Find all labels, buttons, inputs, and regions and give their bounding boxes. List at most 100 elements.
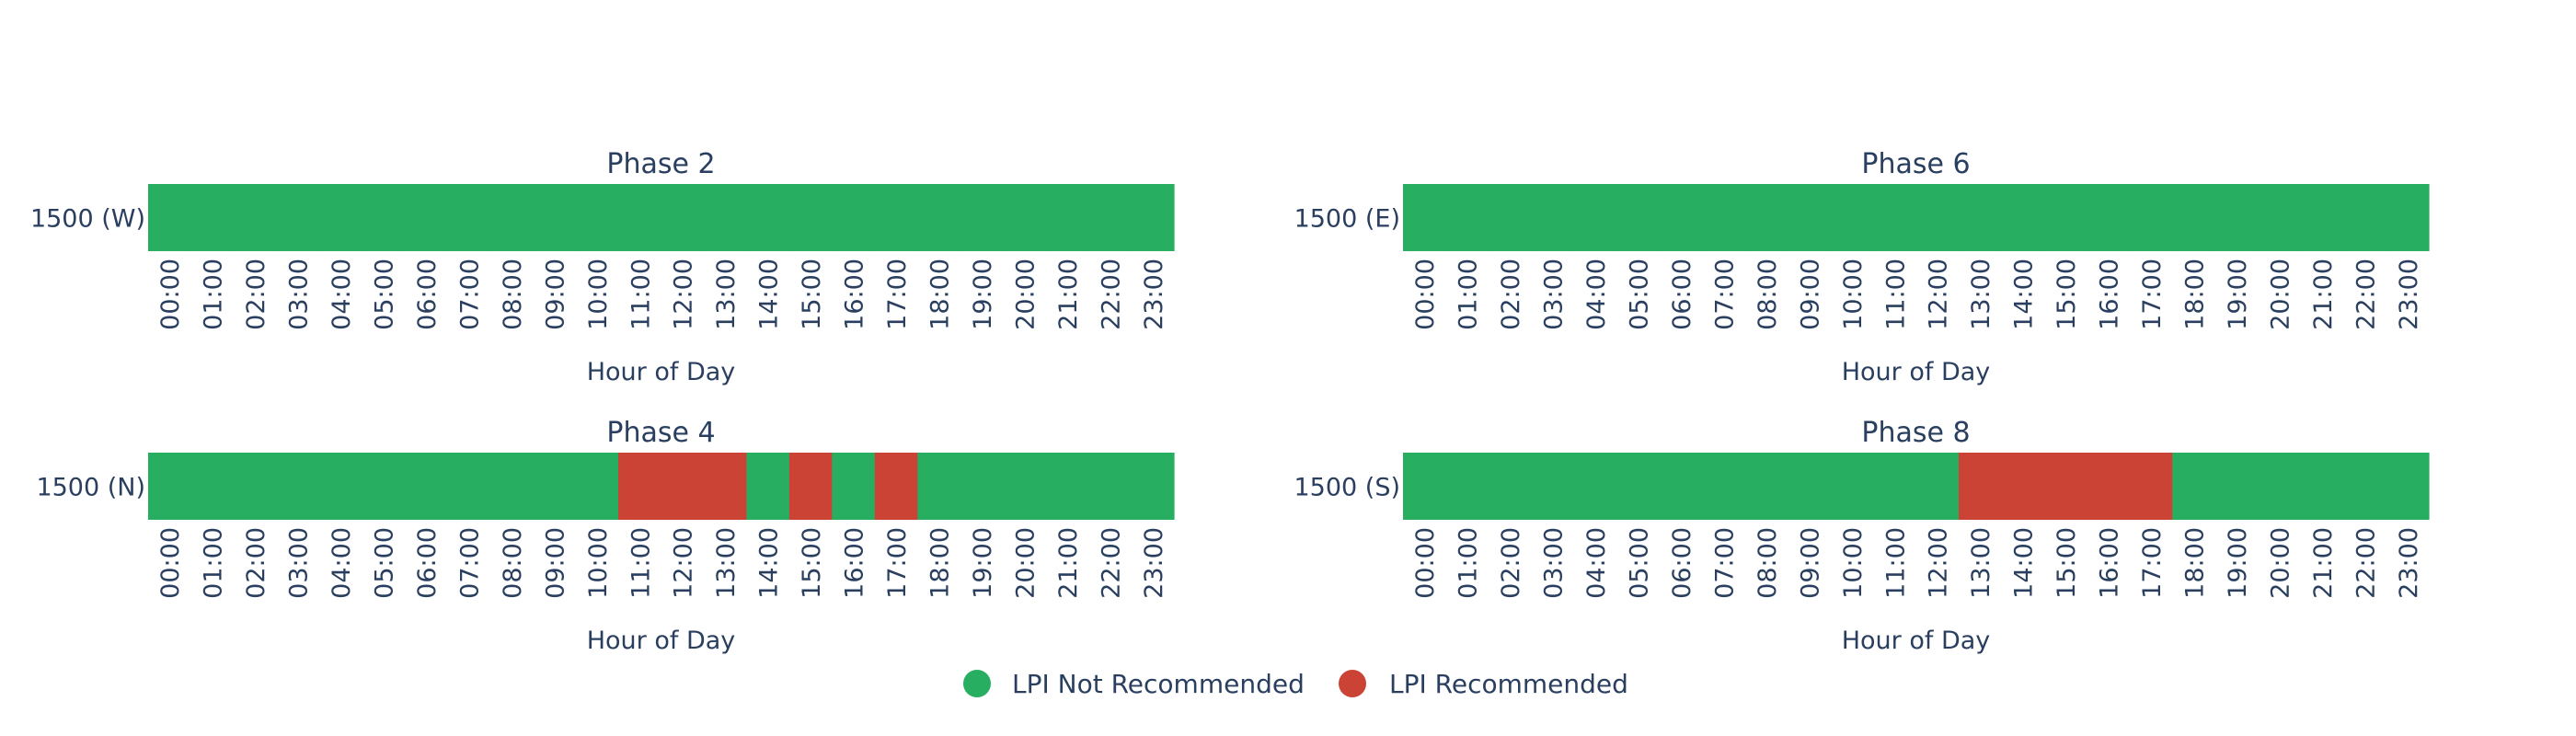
heatmap-cell-phase-6-1900[interactable] xyxy=(2214,184,2259,251)
heatmap-cell-phase-4-0700[interactable] xyxy=(447,453,491,520)
heatmap-cell-phase-8-1400[interactable] xyxy=(2001,453,2045,520)
heatmap-cell-phase-4-2000[interactable] xyxy=(1003,453,1047,520)
heatmap-cell-phase-6-0700[interactable] xyxy=(1702,184,1746,251)
heatmap-cell-phase-2-0300[interactable] xyxy=(276,184,320,251)
heatmap-cell-phase-6-2300[interactable] xyxy=(2386,184,2430,251)
heatmap-cell-phase-4-0800[interactable] xyxy=(489,453,534,520)
heatmap-cell-phase-6-0300[interactable] xyxy=(1531,184,1575,251)
heatmap-cell-phase-6-0500[interactable] xyxy=(1616,184,1661,251)
heatmap-cell-phase-2-1200[interactable] xyxy=(661,184,705,251)
heatmap-cell-phase-2-2300[interactable] xyxy=(1131,184,1175,251)
heatmap-cell-phase-2-1900[interactable] xyxy=(960,184,1004,251)
heatmap-cell-phase-6-0000[interactable] xyxy=(1403,184,1447,251)
heatmap-cell-phase-2-1600[interactable] xyxy=(832,184,876,251)
heatmap-cell-phase-8-1200[interactable] xyxy=(1915,453,1960,520)
heatmap-cell-phase-6-1800[interactable] xyxy=(2172,184,2216,251)
heatmap-cell-phase-4-2100[interactable] xyxy=(1045,453,1089,520)
heatmap-cell-phase-6-0200[interactable] xyxy=(1488,184,1532,251)
heatmap-cell-phase-6-1100[interactable] xyxy=(1873,184,1917,251)
heatmap-cell-phase-6-1700[interactable] xyxy=(2129,184,2173,251)
heatmap-cell-phase-4-1800[interactable] xyxy=(917,453,961,520)
heatmap-cell-phase-8-2200[interactable] xyxy=(2343,453,2387,520)
heatmap-cell-phase-8-0800[interactable] xyxy=(1744,453,1788,520)
heatmap-cell-phase-2-1700[interactable] xyxy=(874,184,918,251)
heatmap-cell-phase-4-2200[interactable] xyxy=(1088,453,1133,520)
heatmap-cell-phase-8-1100[interactable] xyxy=(1873,453,1917,520)
heatmap-cell-phase-2-0000[interactable] xyxy=(148,184,192,251)
heatmap-cell-phase-8-1600[interactable] xyxy=(2087,453,2131,520)
heatmap-cell-phase-2-1100[interactable] xyxy=(618,184,662,251)
heatmap-cell-phase-2-2200[interactable] xyxy=(1088,184,1133,251)
heatmap-cell-phase-4-1600[interactable] xyxy=(832,453,876,520)
heatmap-cell-phase-8-0000[interactable] xyxy=(1403,453,1447,520)
heatmap-cell-phase-6-1000[interactable] xyxy=(1830,184,1874,251)
heatmap-cell-phase-4-1400[interactable] xyxy=(746,453,790,520)
legend-swatch-not-recommended[interactable] xyxy=(963,670,991,697)
heatmap-cell-phase-8-1500[interactable] xyxy=(2043,453,2087,520)
heatmap-cell-phase-6-2200[interactable] xyxy=(2343,184,2387,251)
heatmap-cell-phase-4-2300[interactable] xyxy=(1131,453,1175,520)
heatmap-cell-phase-2-0100[interactable] xyxy=(190,184,235,251)
heatmap-cell-phase-8-1900[interactable] xyxy=(2214,453,2259,520)
heatmap-cell-phase-6-1200[interactable] xyxy=(1915,184,1960,251)
heatmap-cell-phase-4-1300[interactable] xyxy=(703,453,748,520)
heatmap-cell-phase-2-0800[interactable] xyxy=(489,184,534,251)
heatmap-cell-phase-2-0500[interactable] xyxy=(362,184,406,251)
heatmap-cell-phase-6-1500[interactable] xyxy=(2043,184,2087,251)
heatmap-cell-phase-8-0600[interactable] xyxy=(1659,453,1703,520)
heatmap-cell-phase-8-0900[interactable] xyxy=(1788,453,1832,520)
heatmap-cell-phase-4-0400[interactable] xyxy=(318,453,362,520)
heatmap-cell-phase-4-1700[interactable] xyxy=(874,453,918,520)
heatmap-cell-phase-2-1000[interactable] xyxy=(575,184,619,251)
heatmap-cell-phase-8-0400[interactable] xyxy=(1573,453,1617,520)
heatmap-cell-phase-4-0000[interactable] xyxy=(148,453,192,520)
heatmap-cell-phase-8-2000[interactable] xyxy=(2258,453,2302,520)
heatmap-cell-phase-4-0300[interactable] xyxy=(276,453,320,520)
heatmap-cell-phase-2-1400[interactable] xyxy=(746,184,790,251)
heatmap-cell-phase-4-1100[interactable] xyxy=(618,453,662,520)
heatmap-cell-phase-6-2000[interactable] xyxy=(2258,184,2302,251)
heatmap-cell-phase-6-0800[interactable] xyxy=(1744,184,1788,251)
heatmap-cell-phase-4-0500[interactable] xyxy=(362,453,406,520)
heatmap-cell-phase-4-1500[interactable] xyxy=(788,453,833,520)
heatmap-cell-phase-2-0600[interactable] xyxy=(404,184,448,251)
heatmap-cell-phase-2-0700[interactable] xyxy=(447,184,491,251)
heatmap-cell-phase-8-2300[interactable] xyxy=(2386,453,2430,520)
heatmap-cell-phase-8-0500[interactable] xyxy=(1616,453,1661,520)
heatmap-cell-phase-4-1000[interactable] xyxy=(575,453,619,520)
heatmap-cell-phase-6-1400[interactable] xyxy=(2001,184,2045,251)
legend-label-not-recommended[interactable]: LPI Not Recommended xyxy=(1012,669,1305,699)
heatmap-cell-phase-8-0200[interactable] xyxy=(1488,453,1532,520)
heatmap-cell-phase-4-0100[interactable] xyxy=(190,453,235,520)
heatmap-cell-phase-8-1700[interactable] xyxy=(2129,453,2173,520)
heatmap-cell-phase-6-2100[interactable] xyxy=(2300,184,2344,251)
heatmap-cell-phase-8-2100[interactable] xyxy=(2300,453,2344,520)
heatmap-cell-phase-8-1800[interactable] xyxy=(2172,453,2216,520)
heatmap-cell-phase-6-1600[interactable] xyxy=(2087,184,2131,251)
heatmap-cell-phase-6-0900[interactable] xyxy=(1788,184,1832,251)
heatmap-cell-phase-8-0300[interactable] xyxy=(1531,453,1575,520)
heatmap-cell-phase-2-1300[interactable] xyxy=(703,184,748,251)
heatmap-cell-phase-2-0400[interactable] xyxy=(318,184,362,251)
heatmap-cell-phase-2-0900[interactable] xyxy=(533,184,577,251)
legend-swatch-recommended[interactable] xyxy=(1339,670,1366,697)
heatmap-cell-phase-4-0600[interactable] xyxy=(404,453,448,520)
heatmap-cell-phase-2-2000[interactable] xyxy=(1003,184,1047,251)
heatmap-cell-phase-4-1900[interactable] xyxy=(960,453,1004,520)
heatmap-cell-phase-4-0900[interactable] xyxy=(533,453,577,520)
heatmap-cell-phase-2-1800[interactable] xyxy=(917,184,961,251)
heatmap-cell-phase-8-1000[interactable] xyxy=(1830,453,1874,520)
heatmap-cell-phase-2-1500[interactable] xyxy=(788,184,833,251)
heatmap-cell-phase-6-1300[interactable] xyxy=(1958,184,2003,251)
heatmap-cell-phase-2-2100[interactable] xyxy=(1045,184,1089,251)
heatmap-cell-phase-4-0200[interactable] xyxy=(233,453,277,520)
heatmap-cell-phase-6-0100[interactable] xyxy=(1445,184,1489,251)
heatmap-cell-phase-4-1200[interactable] xyxy=(661,453,705,520)
legend-label-recommended[interactable]: LPI Recommended xyxy=(1389,669,1628,699)
heatmap-cell-phase-6-0600[interactable] xyxy=(1659,184,1703,251)
heatmap-cell-phase-8-0700[interactable] xyxy=(1702,453,1746,520)
heatmap-cell-phase-8-0100[interactable] xyxy=(1445,453,1489,520)
heatmap-cell-phase-2-0200[interactable] xyxy=(233,184,277,251)
heatmap-cell-phase-8-1300[interactable] xyxy=(1958,453,2003,520)
heatmap-cell-phase-6-0400[interactable] xyxy=(1573,184,1617,251)
